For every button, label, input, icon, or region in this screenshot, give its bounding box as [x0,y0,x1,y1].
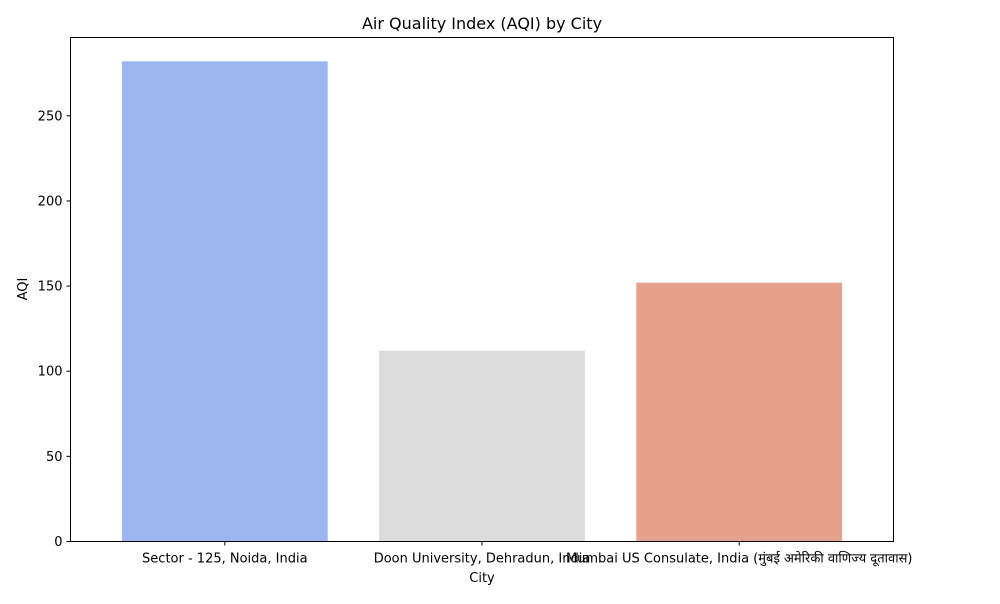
x-tick-label-2: Doon University, Dehradun, India [374,552,591,567]
x-tick-label-3: Mumbai US Consulate, India (मुंबई अमेरिक… [566,551,913,567]
y-tick-label-3: 100 [38,365,63,380]
plot-frame [70,37,894,542]
y-tick-label-2: 50 [46,450,63,465]
y-axis: 0 50 100 150 200 250 [38,109,71,550]
y-tick-label-4: 150 [38,280,63,295]
bar-1 [121,61,328,542]
y-axis-label: AQI [16,278,31,301]
y-tick-label-1: 0 [54,535,62,550]
x-tick-label-1: Sector - 125, Noida, India [142,552,308,567]
y-tick-label-5: 200 [38,194,63,209]
bars-group [121,61,843,542]
bar-2 [379,350,585,542]
x-axis-label: City [469,571,495,586]
y-tick-label-6: 250 [38,109,63,124]
chart-title: Air Quality Index (AQI) by City [362,14,602,33]
x-axis: Sector - 125, Noida, India Doon Universit… [142,541,913,567]
bar-3 [636,282,843,542]
